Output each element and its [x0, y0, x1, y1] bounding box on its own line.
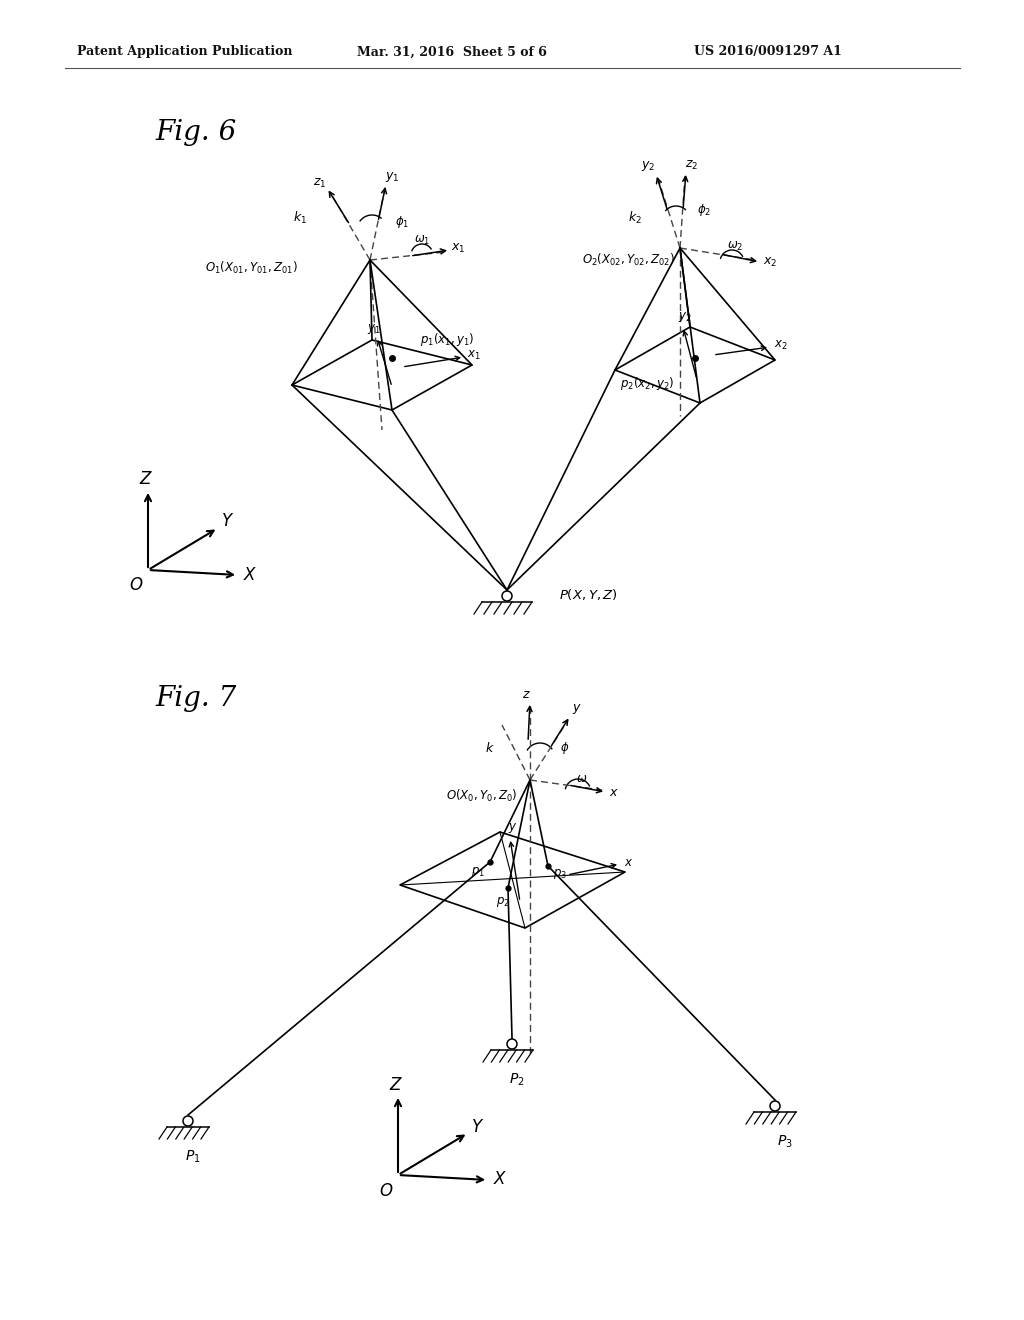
Text: $p_3$: $p_3$ [553, 867, 567, 880]
Text: Fig. 7: Fig. 7 [155, 685, 237, 711]
Text: $p_1$: $p_1$ [471, 865, 485, 879]
Text: $k$: $k$ [485, 741, 495, 755]
Text: Patent Application Publication: Patent Application Publication [77, 45, 293, 58]
Text: $P(X,Y,Z)$: $P(X,Y,Z)$ [559, 587, 618, 602]
Text: $y_2$: $y_2$ [678, 310, 692, 323]
Text: $k_2$: $k_2$ [628, 210, 642, 226]
Text: $x_1$: $x_1$ [467, 348, 481, 362]
Text: $p_2$: $p_2$ [496, 895, 510, 909]
Text: $y_1$: $y_1$ [385, 170, 399, 183]
Text: $z_1$: $z_1$ [313, 177, 327, 190]
Text: $\phi_1$: $\phi_1$ [395, 214, 410, 230]
Text: $x$: $x$ [625, 855, 634, 869]
Text: $p_2(x_2,y_2)$: $p_2(x_2,y_2)$ [620, 375, 674, 392]
Text: $y_2$: $y_2$ [641, 158, 655, 173]
Text: $O_2(X_{02},Y_{02},Z_{02})$: $O_2(X_{02},Y_{02},Z_{02})$ [583, 252, 675, 268]
Text: $Y$: $Y$ [471, 1118, 484, 1135]
Text: $z_2$: $z_2$ [685, 158, 698, 172]
Text: $x_2$: $x_2$ [763, 256, 777, 268]
Text: $y$: $y$ [508, 821, 518, 836]
Text: $P_2$: $P_2$ [509, 1072, 524, 1088]
Text: $x_1$: $x_1$ [451, 242, 465, 255]
Text: $O$: $O$ [129, 578, 143, 594]
Text: $\omega$: $\omega$ [577, 771, 588, 784]
Text: $P_1$: $P_1$ [185, 1148, 201, 1166]
Text: $\phi$: $\phi$ [560, 741, 569, 756]
Text: $z$: $z$ [521, 688, 530, 701]
Text: $y$: $y$ [572, 702, 582, 715]
Text: $X$: $X$ [493, 1172, 507, 1188]
Text: $\omega_2$: $\omega_2$ [727, 239, 743, 252]
Text: $Y$: $Y$ [221, 513, 234, 531]
Text: $Z$: $Z$ [139, 471, 153, 488]
Text: US 2016/0091297 A1: US 2016/0091297 A1 [694, 45, 842, 58]
Text: $k_1$: $k_1$ [293, 210, 307, 226]
Text: $\phi_2$: $\phi_2$ [697, 202, 711, 218]
Text: $O$: $O$ [379, 1183, 393, 1200]
Text: $P_3$: $P_3$ [777, 1134, 793, 1150]
Text: Fig. 6: Fig. 6 [155, 120, 237, 147]
Text: $O(X_0,Y_0,Z_0)$: $O(X_0,Y_0,Z_0)$ [446, 788, 518, 804]
Text: $x$: $x$ [609, 785, 618, 799]
Text: $\omega_1$: $\omega_1$ [414, 234, 430, 247]
Text: Mar. 31, 2016  Sheet 5 of 6: Mar. 31, 2016 Sheet 5 of 6 [357, 45, 547, 58]
Text: $y_1$: $y_1$ [368, 322, 381, 337]
Text: $X$: $X$ [243, 566, 257, 583]
Text: $x_2$: $x_2$ [774, 338, 787, 351]
Text: $Z$: $Z$ [389, 1077, 403, 1093]
Text: $O_1(X_{01},Y_{01},Z_{01})$: $O_1(X_{01},Y_{01},Z_{01})$ [205, 260, 298, 276]
Text: $p_1(x_1,y_1)$: $p_1(x_1,y_1)$ [420, 331, 474, 348]
